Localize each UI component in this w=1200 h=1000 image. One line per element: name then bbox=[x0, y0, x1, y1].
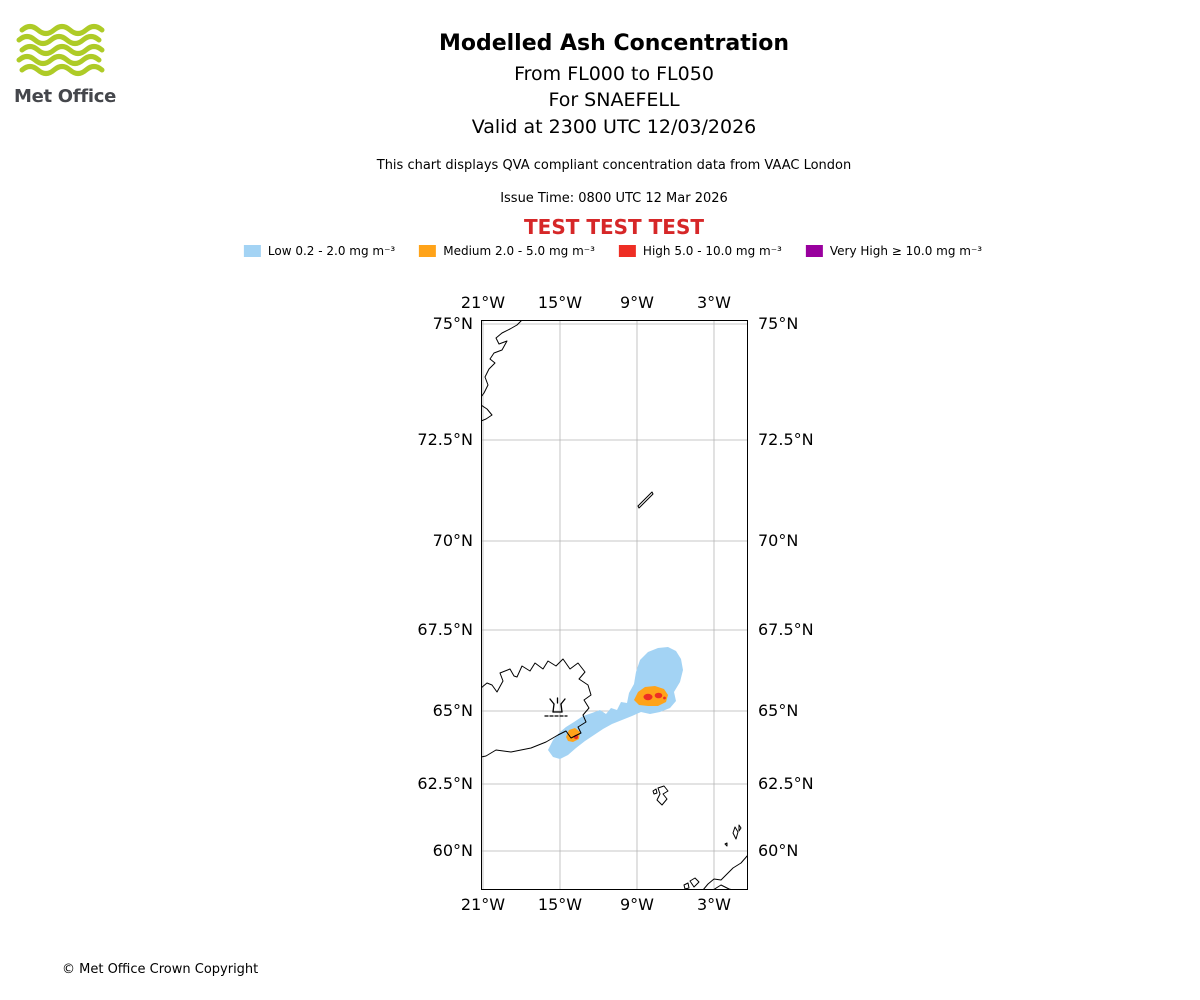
legend: Low 0.2 - 2.0 mg m⁻³ Medium 2.0 - 5.0 mg… bbox=[243, 244, 983, 258]
legend-item-medium: Medium 2.0 - 5.0 mg m⁻³ bbox=[419, 244, 595, 258]
legend-item-high: High 5.0 - 10.0 mg m⁻³ bbox=[618, 244, 782, 258]
ash-cloud-high-concentration-ne-1 bbox=[643, 693, 653, 701]
y-tick-left-70n: 70°N bbox=[432, 531, 473, 550]
legend-label-medium: Medium 2.0 - 5.0 mg m⁻³ bbox=[443, 244, 595, 258]
logo-wave-line bbox=[19, 44, 105, 56]
met-office-logo-waves-icon bbox=[16, 24, 105, 76]
map-canvas bbox=[481, 320, 748, 890]
legend-label-very-high: Very High ≥ 10.0 mg m⁻³ bbox=[829, 244, 983, 258]
legend-item-low: Low 0.2 - 2.0 mg m⁻³ bbox=[243, 244, 396, 258]
orkney-islands-small bbox=[683, 882, 690, 890]
ash-cloud-high-concentration-ne-3 bbox=[663, 696, 666, 700]
greenland-coastline bbox=[481, 320, 523, 398]
met-office-logo: Met Office bbox=[14, 22, 134, 107]
ash-cloud-high-concentration-ne-2 bbox=[654, 692, 663, 699]
logo-wave-line bbox=[16, 54, 102, 66]
test-banner: TEST TEST TEST bbox=[524, 215, 704, 239]
x-tick-bottom-3w: 3°W bbox=[697, 895, 731, 914]
legend-swatch-low bbox=[243, 245, 261, 257]
volcano-symbol-left-flare bbox=[549, 698, 555, 705]
greenland-coastline-south bbox=[481, 404, 493, 422]
valid-time: Valid at 2300 UTC 12/03/2026 bbox=[471, 116, 757, 138]
faroe-islands-small bbox=[652, 788, 658, 795]
legend-swatch-medium bbox=[419, 245, 437, 257]
logo-wave-line bbox=[19, 64, 105, 76]
page-title: Modelled Ash Concentration bbox=[438, 31, 790, 56]
volcano-symbol-right-side bbox=[560, 703, 563, 713]
volcano-symbol-left-side bbox=[552, 703, 555, 713]
y-tick-left-75n: 75°N bbox=[432, 314, 473, 333]
ash-cloud-low-concentration bbox=[548, 647, 683, 759]
y-tick-right-72-5n: 72.5°N bbox=[758, 430, 814, 449]
logo-wave-line bbox=[19, 24, 105, 36]
orkney-islands bbox=[689, 877, 700, 888]
x-tick-bottom-21w: 21°W bbox=[460, 895, 506, 914]
ash-cloud-layers bbox=[548, 647, 683, 759]
shetland-islands bbox=[732, 826, 739, 840]
legend-label-high: High 5.0 - 10.0 mg m⁻³ bbox=[642, 244, 782, 258]
x-tick-top-9w: 9°W bbox=[620, 293, 654, 312]
legend-swatch-high bbox=[618, 245, 636, 257]
x-tick-top-21w: 21°W bbox=[460, 293, 506, 312]
legend-label-low: Low 0.2 - 2.0 mg m⁻³ bbox=[267, 244, 396, 258]
jan-mayen-island bbox=[637, 491, 654, 509]
met-office-logo-text: Met Office bbox=[14, 86, 117, 107]
volcano-title: For SNAEFELL bbox=[548, 89, 680, 111]
logo-waves bbox=[16, 24, 105, 76]
y-tick-right-65n: 65°N bbox=[758, 701, 799, 720]
map-frame bbox=[481, 320, 748, 890]
faroe-islands bbox=[656, 785, 669, 806]
legend-item-very-high: Very High ≥ 10.0 mg m⁻³ bbox=[805, 244, 983, 258]
map-background bbox=[481, 320, 748, 890]
y-tick-left-67-5n: 67.5°N bbox=[417, 620, 473, 639]
legend-swatch-very-high bbox=[805, 245, 823, 257]
shetland-islands-small bbox=[738, 824, 742, 832]
volcano-eruption-symbol bbox=[544, 697, 568, 717]
flight-level-range: From FL000 to FL050 bbox=[514, 63, 714, 85]
y-tick-right-62-5n: 62.5°N bbox=[758, 774, 814, 793]
coastlines bbox=[481, 320, 748, 890]
copyright-notice: © Met Office Crown Copyright bbox=[62, 962, 259, 977]
iceland-coastline bbox=[481, 658, 592, 758]
x-tick-bottom-15w: 15°W bbox=[537, 895, 583, 914]
y-tick-right-67-5n: 67.5°N bbox=[758, 620, 814, 639]
issue-time: Issue Time: 0800 UTC 12 Mar 2026 bbox=[500, 191, 728, 206]
y-tick-left-60n: 60°N bbox=[432, 841, 473, 860]
scotland-coastline bbox=[702, 854, 748, 890]
logo-wave-line bbox=[16, 34, 102, 46]
y-tick-right-60n: 60°N bbox=[758, 841, 799, 860]
x-tick-top-15w: 15°W bbox=[537, 293, 583, 312]
y-tick-left-72-5n: 72.5°N bbox=[417, 430, 473, 449]
y-tick-left-65n: 65°N bbox=[432, 701, 473, 720]
fair-isle-islet bbox=[724, 842, 728, 847]
x-tick-bottom-9w: 9°W bbox=[620, 895, 654, 914]
x-tick-top-3w: 3°W bbox=[697, 293, 731, 312]
y-tick-right-70n: 70°N bbox=[758, 531, 799, 550]
y-tick-left-62-5n: 62.5°N bbox=[417, 774, 473, 793]
qva-compliance-note: This chart displays QVA compliant concen… bbox=[376, 158, 852, 173]
volcano-symbol-right-flare bbox=[560, 698, 566, 705]
grid-lines bbox=[481, 320, 748, 890]
y-tick-right-75n: 75°N bbox=[758, 314, 799, 333]
